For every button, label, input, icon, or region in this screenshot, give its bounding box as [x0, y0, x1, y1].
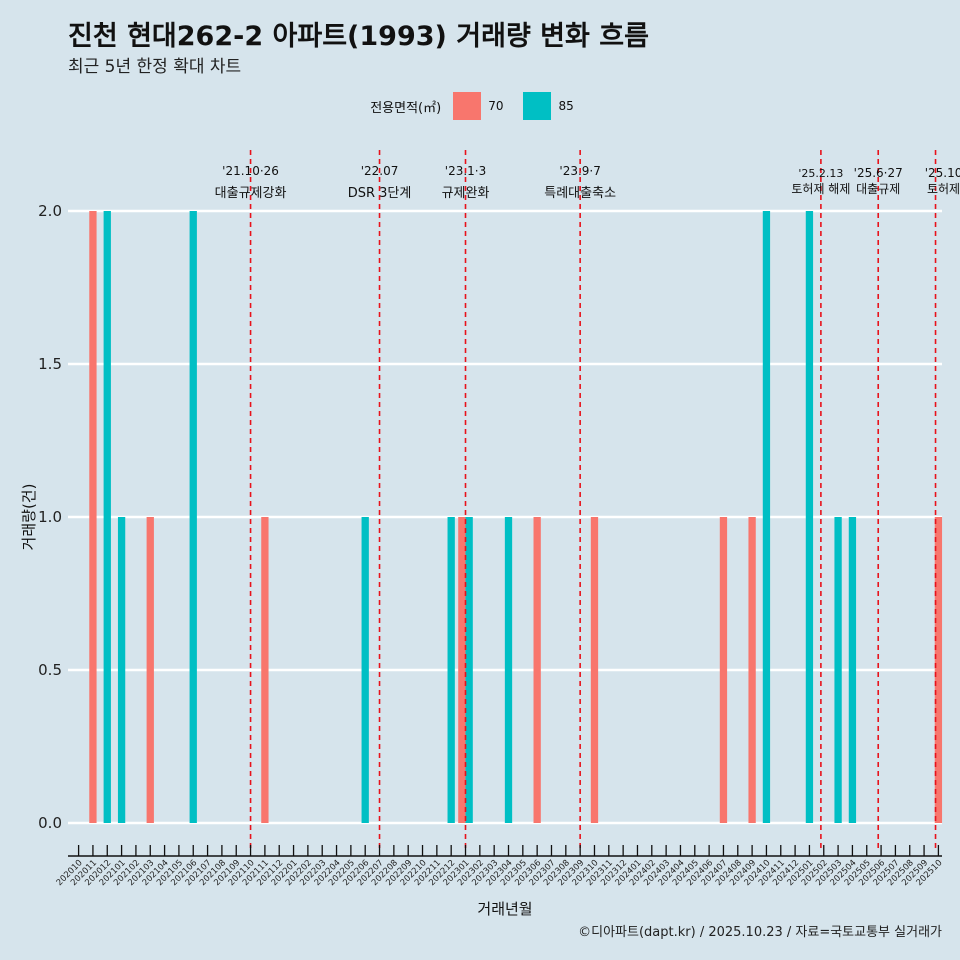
y-tick-label: 0.0 — [38, 814, 62, 832]
bar-70-202111 — [261, 517, 269, 823]
bar-85-202301 — [465, 517, 473, 823]
bar-85-202503 — [834, 517, 842, 823]
event-markers: '21.10·26 대출규제강화 '22.07 DSR 3단계 '23.1·3 규제완화 '… — [215, 150, 960, 852]
legend-label-70: 70 — [488, 99, 504, 113]
bar-85-202101 — [117, 517, 126, 823]
event-date: '22.07 — [361, 164, 399, 178]
bar-70-202306 — [533, 517, 541, 823]
event-label: 토허제 — [927, 182, 960, 196]
chart-subtitle: 최근 5년 한정 확대 차트 — [68, 57, 242, 77]
bar-70-202011 — [89, 211, 97, 823]
event-label: 대출규제강화 — [215, 186, 287, 201]
y-axis-title: 거래량(건) — [20, 484, 38, 551]
event-label: 규제완화 — [442, 186, 490, 201]
event-label: 대출규제 — [856, 182, 900, 196]
event-label: 토허제 해제 — [791, 182, 850, 196]
legend: 전용면적(㎡) 70 85 — [0, 92, 960, 120]
event-label: DSR 3단계 — [348, 186, 412, 201]
bar-85-202106 — [189, 211, 197, 823]
event-date: '23.1·3 — [445, 164, 486, 178]
bar-70-202103 — [146, 517, 154, 823]
event-date: '23.9·7 — [559, 164, 600, 178]
y-tick-label: 1.5 — [38, 355, 62, 373]
x-axis-title: 거래년월 — [477, 900, 532, 918]
bar-85-202501 — [805, 211, 814, 823]
y-tick-label: 0.5 — [38, 661, 62, 679]
event-date: '25.10 — [925, 166, 960, 180]
event-label: 특례대출축소 — [544, 186, 616, 201]
legend-label-85: 85 — [558, 99, 574, 113]
bars — [89, 211, 943, 823]
event-date: '25.6·27 — [854, 166, 903, 180]
legend-title: 전용면적(㎡) — [370, 100, 442, 116]
y-tick-label: 1.0 — [38, 508, 62, 526]
chart-title: 진천 현대262-2 아파트(1993) 거래량 변화 흐름 — [68, 21, 649, 52]
event-date: '25.2.13 — [798, 167, 843, 180]
bar-70-202510 — [934, 517, 943, 823]
y-tick-label: 2.0 — [38, 202, 62, 220]
bar-85-202304 — [504, 517, 513, 823]
bar-85-202212 — [447, 517, 455, 823]
legend-key-85 — [523, 92, 552, 120]
bar-70-202301 — [458, 517, 466, 823]
bar-85-202504 — [848, 517, 857, 823]
bar-70-202409 — [748, 517, 756, 823]
legend-key-70 — [453, 92, 482, 120]
bar-85-202206 — [361, 517, 369, 823]
bar-85-202012 — [103, 211, 111, 823]
event-date: '21.10·26 — [222, 164, 279, 178]
bar-70-202407 — [719, 517, 728, 823]
source-caption: ©디아파트(dapt.kr) / 2025.10.23 / 자료=국토교통부 실… — [578, 925, 942, 940]
bar-85-202410 — [762, 211, 771, 823]
bar-70-202310 — [590, 517, 599, 823]
